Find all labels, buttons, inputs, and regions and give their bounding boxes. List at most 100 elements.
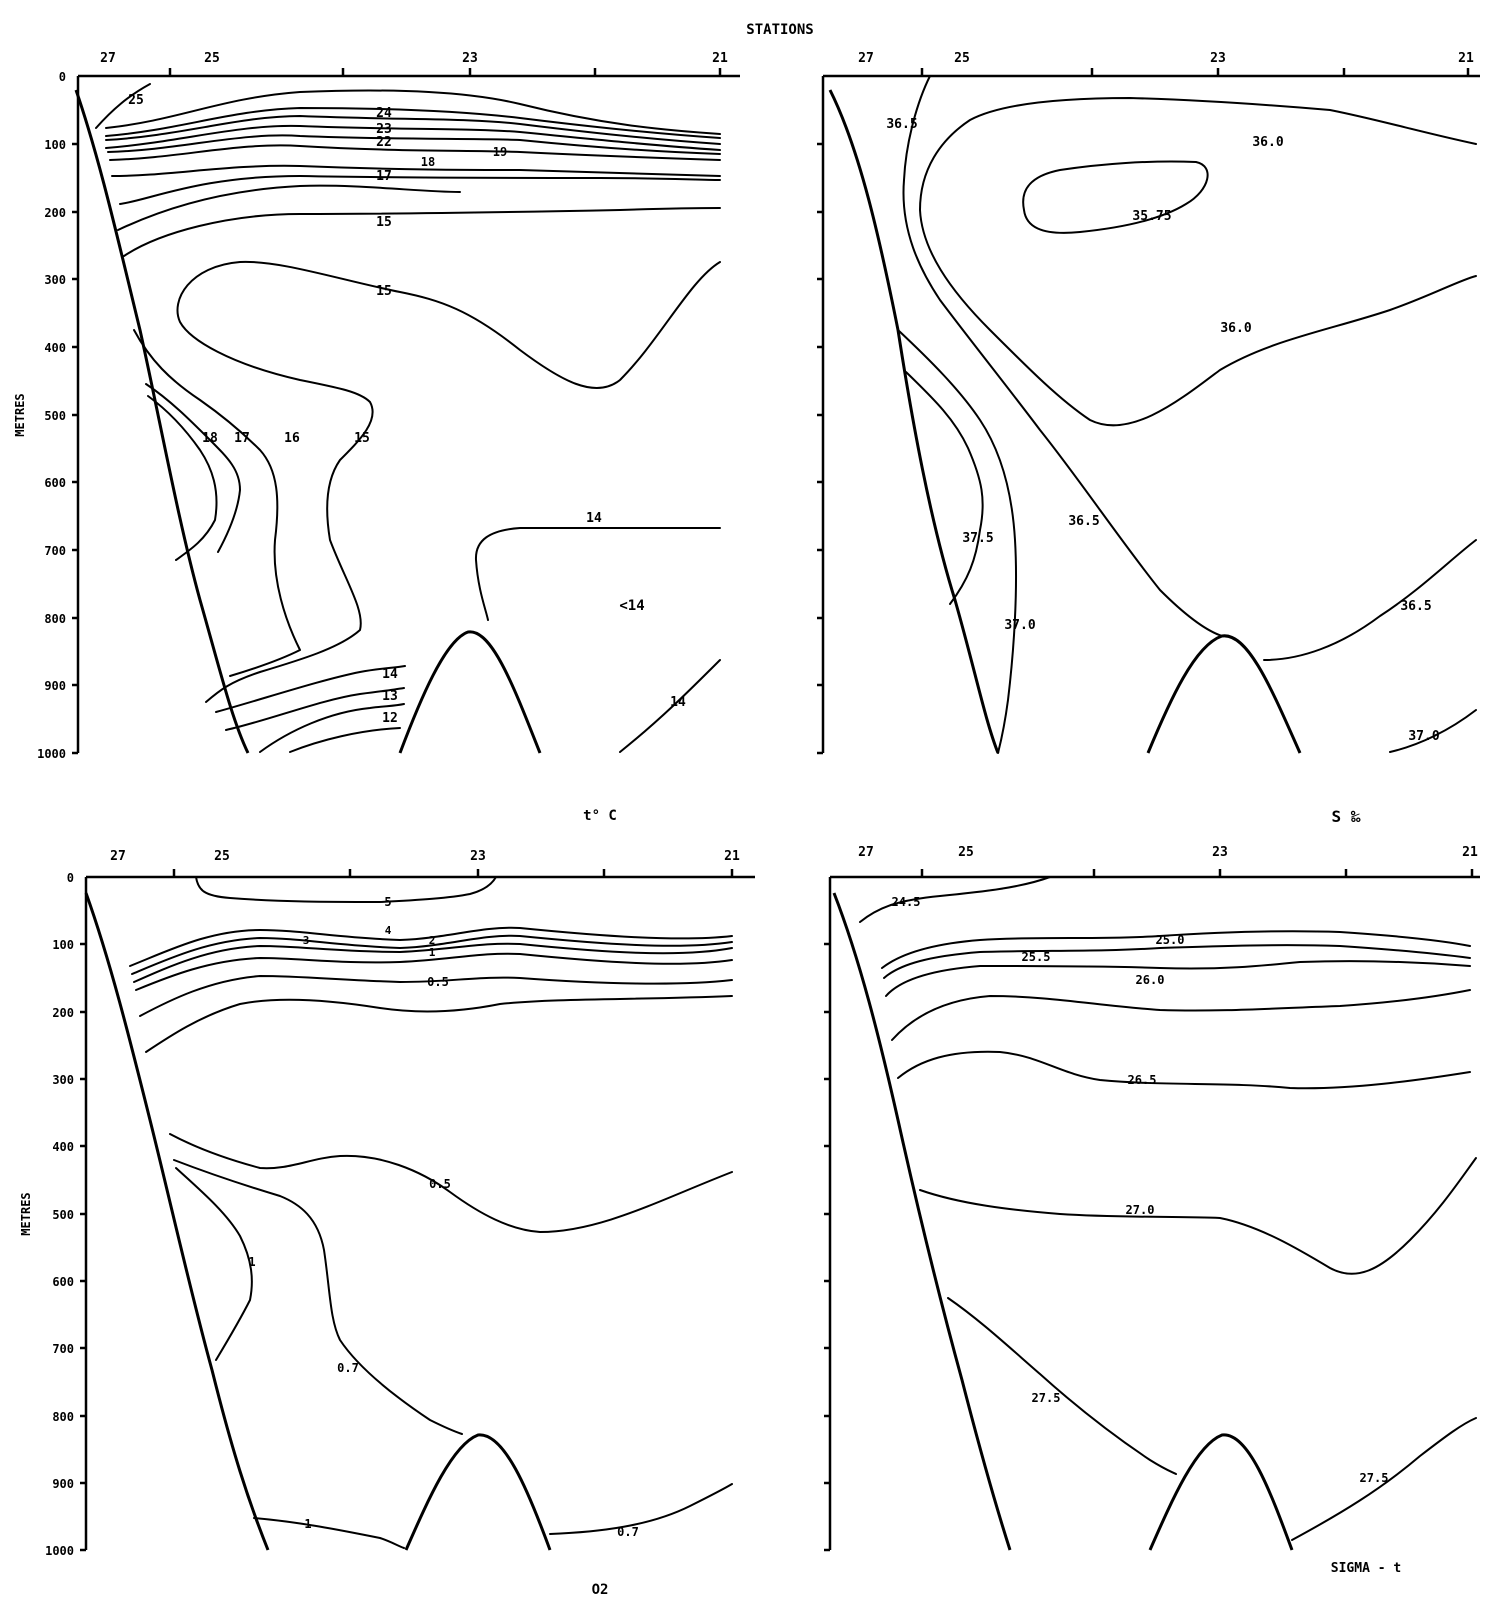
isoline-label: 36.5 — [886, 117, 917, 132]
isoline — [289, 727, 401, 753]
isoline — [1389, 709, 1477, 753]
isoline-label: 25.5 — [1022, 950, 1051, 964]
y-tick-label: 900 — [44, 679, 66, 693]
x-tick-label: 21 — [724, 849, 740, 864]
x-tick-label: 27 — [858, 845, 874, 860]
x-tick-label: 27 — [110, 849, 126, 864]
isoline — [859, 876, 1051, 923]
isoline — [135, 952, 733, 991]
isoline-label: 37.5 — [962, 531, 993, 546]
panel-temperature: 27 25 23 21 0 100 200 300 400 500 600 70… — [13, 51, 740, 824]
y-tick-labels: 0 100 200 300 400 500 600 700 800 900 10… — [37, 70, 66, 761]
x-tick-marks — [172, 869, 734, 877]
isoline — [129, 926, 733, 967]
isoline — [105, 89, 721, 135]
isoline-label: 35.75 — [1132, 209, 1171, 224]
x-tick-label: 21 — [1462, 845, 1478, 860]
y-tick-label: 700 — [52, 1342, 74, 1356]
isoline — [145, 995, 733, 1053]
isoline — [169, 1133, 733, 1233]
x-tick-label: 23 — [1212, 845, 1228, 860]
oxygen-isoline-labels: 5 4 3 2 1 0.5 0.5 1 0.7 1 0.7 — [248, 895, 638, 1539]
sigma-isolines — [859, 876, 1477, 1541]
isoline — [891, 989, 1471, 1041]
y-tick-label: 300 — [44, 273, 66, 287]
x-tick-label: 25 — [204, 51, 220, 66]
sea-mount — [404, 1433, 552, 1551]
isoline — [919, 1157, 1477, 1275]
sigma-isoline-labels: 24.5 25.0 25.5 26.0 26.5 27.0 27.5 27.5 — [892, 895, 1389, 1485]
isoline — [1263, 539, 1477, 661]
isoline — [133, 329, 301, 677]
y-tick-label: 800 — [44, 612, 66, 626]
x-tick-label: 23 — [1210, 51, 1226, 66]
x-tick-label: 27 — [100, 51, 116, 66]
y-tick-label: 200 — [52, 1006, 74, 1020]
isoline-label: 5 — [384, 895, 391, 909]
isoline-label: 3 — [303, 934, 310, 947]
y-tick-label: 100 — [44, 138, 66, 152]
isoline — [897, 1050, 1471, 1090]
panel-oxygen: 27 25 23 21 0 100 200 300 400 500 600 70… — [19, 849, 755, 1598]
isoline-label: 25 — [128, 93, 144, 108]
isoline — [253, 1517, 405, 1549]
isoline-label: 0.7 — [617, 1525, 639, 1539]
isoline — [474, 527, 721, 621]
y-ticks — [824, 942, 830, 1552]
isoline — [145, 383, 241, 553]
isoline-label: 15 — [354, 431, 370, 446]
y-tick-label: 400 — [52, 1140, 74, 1154]
isoline — [885, 960, 1471, 997]
isoline-label: 1 — [429, 946, 436, 959]
isoline — [147, 395, 218, 561]
panel-title: SIGMA - t — [1331, 1561, 1401, 1576]
x-tick-label: 27 — [858, 51, 874, 66]
isoline-label: 18 — [421, 155, 435, 169]
isoline-label: 24.5 — [892, 895, 921, 909]
y-axis-label: METRES — [13, 393, 27, 436]
isoline — [883, 944, 1471, 979]
isoline — [215, 665, 406, 713]
x-tick-label: 23 — [470, 849, 486, 864]
isoline-label: 26.0 — [1136, 973, 1165, 987]
isoline — [105, 115, 721, 145]
x-tick-label: 25 — [214, 849, 230, 864]
y-tick-label: 500 — [44, 409, 66, 423]
x-tick-marks — [168, 68, 722, 76]
x-tick-label: 25 — [954, 51, 970, 66]
isoline-label: 0.7 — [337, 1361, 359, 1375]
x-tick-label: 25 — [958, 845, 974, 860]
y-tick-label: 200 — [44, 206, 66, 220]
isohaline-labels: 36.5 36.0 35.75 36.0 37.5 36.5 37.0 36.5… — [886, 117, 1439, 744]
isoline-label: 15 — [376, 215, 392, 230]
isoline-label: 26.5 — [1128, 1073, 1157, 1087]
isoline-label: 17 — [376, 169, 392, 184]
isoline — [905, 371, 984, 605]
isoline — [549, 1483, 733, 1535]
sea-floor-slope — [828, 89, 1000, 754]
isoline-label: 36.5 — [1400, 599, 1431, 614]
isoline-label: 27.0 — [1126, 1203, 1155, 1217]
isoline — [195, 876, 497, 903]
sea-mount — [1146, 634, 1302, 754]
oxygen-isolines — [129, 876, 733, 1549]
isoline-label: 14 — [382, 667, 398, 682]
isoline-label: 18 — [202, 431, 218, 446]
isoline — [107, 134, 721, 155]
y-tick-label: 1000 — [45, 1544, 74, 1558]
isoline — [1291, 1417, 1477, 1541]
y-tick-label: 100 — [52, 938, 74, 952]
y-tick-label: 500 — [52, 1208, 74, 1222]
isoline — [131, 934, 733, 975]
y-tick-labels: 0 100 200 300 400 500 600 700 800 900 10… — [45, 871, 74, 1558]
isoline-label: 1 — [304, 1517, 311, 1531]
isoline-label: 19 — [493, 145, 507, 159]
isoline-label: 25.0 — [1156, 933, 1185, 947]
isoline-label: 27.5 — [1032, 1391, 1061, 1405]
y-axis-label: METRES — [19, 1192, 33, 1235]
isoline-label: 36.0 — [1220, 321, 1251, 336]
y-tick-label: 1000 — [37, 747, 66, 761]
isoline — [117, 184, 461, 231]
isoline — [111, 164, 721, 177]
